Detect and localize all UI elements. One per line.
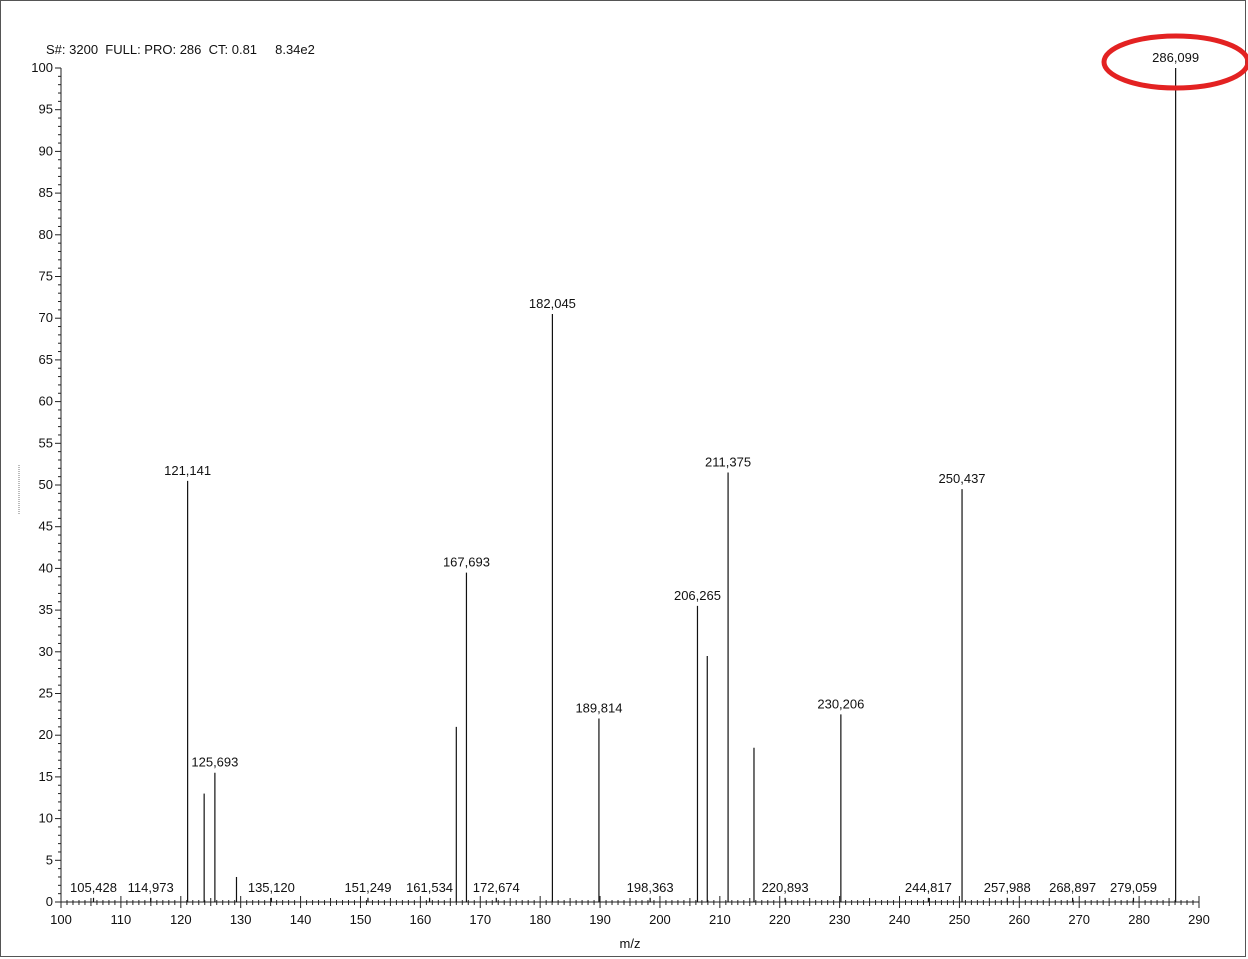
y-tick-label: 100 <box>31 60 53 75</box>
peak-label: 198,363 <box>627 880 674 895</box>
x-tick-label: 100 <box>50 912 72 927</box>
peak-label: 167,693 <box>443 555 490 570</box>
peak-label: 161,534 <box>406 880 453 895</box>
y-tick-label: 20 <box>39 727 53 742</box>
y-tick-label: 85 <box>39 185 53 200</box>
peak-label: 189,814 <box>575 701 622 716</box>
y-tick-label: 45 <box>39 519 53 534</box>
x-tick-label: 290 <box>1188 912 1210 927</box>
y-tick-label: 80 <box>39 227 53 242</box>
x-tick-label: 270 <box>1068 912 1090 927</box>
y-tick-label: 0 <box>46 894 53 909</box>
peak-label: 135,120 <box>248 880 295 895</box>
x-tick-label: 230 <box>829 912 851 927</box>
peak-label: 268,897 <box>1049 880 1096 895</box>
x-tick-label: 110 <box>111 912 132 927</box>
y-axis-label-tiny <box>18 465 20 515</box>
peak-label: 279,059 <box>1110 880 1157 895</box>
highlight-circle <box>1101 33 1248 91</box>
x-tick-label: 150 <box>350 912 372 927</box>
peak-label: 172,674 <box>473 880 520 895</box>
x-tick-label: 210 <box>709 912 731 927</box>
scan-filter: FULL: PRO: 286 <box>105 42 202 57</box>
x-tick-label: 190 <box>589 912 611 927</box>
peak-label: 220,893 <box>762 880 809 895</box>
x-tick-label: 140 <box>290 912 312 927</box>
y-tick-label: 15 <box>39 769 53 784</box>
x-tick-label: 260 <box>1008 912 1030 927</box>
x-tick-label: 120 <box>170 912 192 927</box>
peak-labels: 105,428 114,973 121,141 125,693 135,120 151,2… <box>70 50 1199 895</box>
peak-label: 151,249 <box>344 880 391 895</box>
axes: 0 5 10 15 20 25 30 35 40 45 50 55 60 65 70 75 80 85 90 95 10… <box>31 60 1210 927</box>
peak-label: 286,099 <box>1152 50 1199 65</box>
peak-label: 211,375 <box>705 454 751 469</box>
y-tick-label: 35 <box>39 602 53 617</box>
base-intensity: 8.34e2 <box>275 42 315 57</box>
y-tick-label: 75 <box>39 269 53 284</box>
y-tick-label: 90 <box>39 143 53 158</box>
y-tick-label: 95 <box>39 102 53 117</box>
scan-number: S#: 3200 <box>46 42 99 57</box>
y-tick-label: 55 <box>39 435 53 450</box>
peak-label: 244,817 <box>905 880 952 895</box>
scan-header: S#: 3200 FULL: PRO: 286 CT: 0.81 8.34e2 <box>46 42 315 57</box>
x-tick-label: 160 <box>410 912 432 927</box>
y-tick-label: 40 <box>39 560 53 575</box>
x-tick-label: 180 <box>529 912 551 927</box>
y-tick-label: 25 <box>39 686 53 701</box>
x-axis-label: m/z <box>620 936 641 951</box>
peak-label: 125,693 <box>191 755 238 770</box>
x-tick-label: 280 <box>1128 912 1150 927</box>
peak-label: 230,206 <box>817 696 864 711</box>
peak-label: 121,141 <box>164 463 211 478</box>
peak-label: 105,428 <box>70 880 117 895</box>
x-tick-label: 250 <box>949 912 971 927</box>
y-tick-label: 70 <box>39 310 53 325</box>
y-tick-label: 50 <box>39 477 53 492</box>
y-tick-label: 30 <box>39 644 53 659</box>
peak-label: 257,988 <box>984 880 1031 895</box>
x-tick-label: 130 <box>230 912 252 927</box>
y-tick-label: 5 <box>46 852 53 867</box>
y-tick-label: 60 <box>39 394 53 409</box>
y-tick-label: 10 <box>39 811 53 826</box>
peak-label: 114,973 <box>128 880 174 895</box>
y-tick-label: 65 <box>39 352 53 367</box>
ct-value: CT: 0.81 <box>208 42 258 57</box>
x-tick-label: 200 <box>649 912 671 927</box>
peak-label: 250,437 <box>939 471 986 486</box>
x-tick-label: 170 <box>469 912 491 927</box>
peaks <box>92 68 1177 902</box>
x-tick-label: 220 <box>769 912 791 927</box>
peak-label: 182,045 <box>529 296 576 311</box>
peak-label: 206,265 <box>674 588 721 603</box>
x-tick-label: 240 <box>889 912 911 927</box>
